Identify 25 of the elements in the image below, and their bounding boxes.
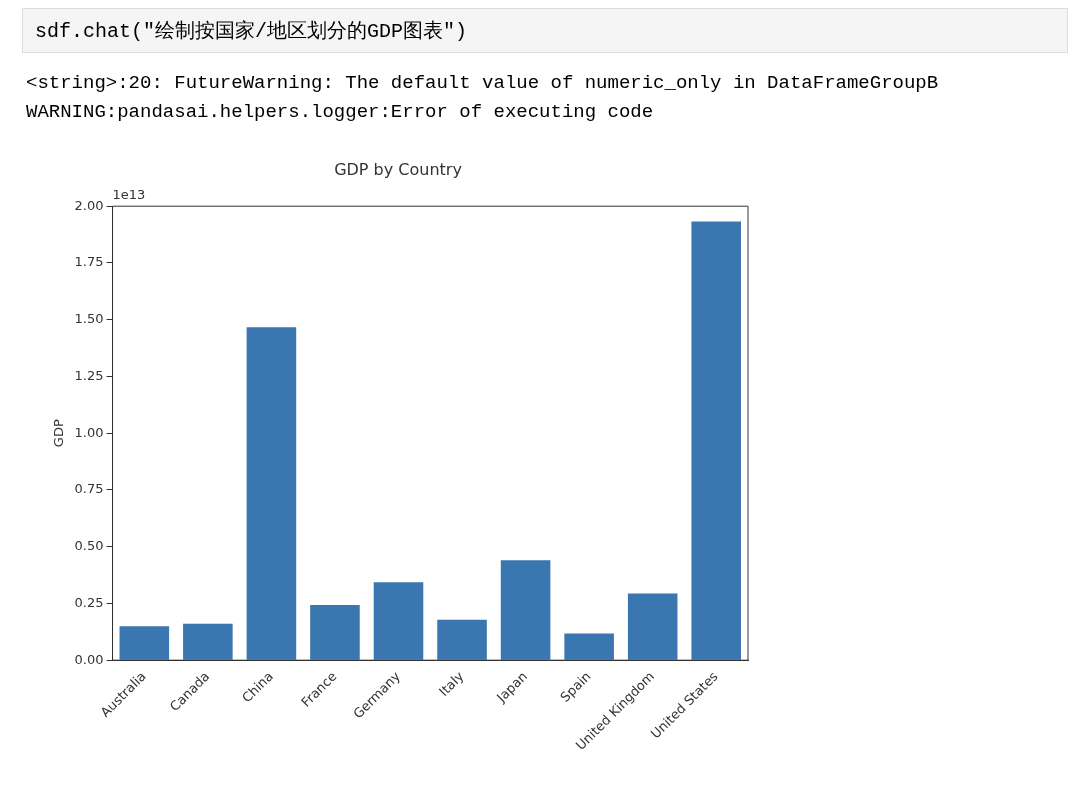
bar — [310, 605, 360, 660]
text: <string>:20: FutureWarning: The default value of numeric_only in DataFrameGroupB — [26, 71, 940, 96]
chart-title: GDP by Country — [334, 159, 462, 179]
y-tick-label: 1.25 — [74, 367, 104, 383]
bar — [246, 327, 297, 660]
text: sdf.chat("绘制按国家/地区划分的GDP图表") — [35, 20, 468, 43]
y-tick-label: 2.00 — [74, 197, 104, 213]
bar — [119, 626, 170, 660]
y-tick-label: 0.25 — [74, 594, 104, 610]
bar — [373, 582, 424, 660]
y-tick-label: 0.00 — [74, 651, 104, 667]
text: 1e13 — [112, 187, 146, 203]
y-tick-label: 0.75 — [74, 481, 104, 497]
bar — [437, 619, 487, 660]
y-tick-label: 1.50 — [74, 311, 104, 327]
bar — [500, 560, 551, 660]
y-axis-title: GDP — [51, 419, 67, 448]
y-tick-label: 1.00 — [74, 424, 104, 440]
bar — [183, 623, 233, 660]
bar — [691, 221, 742, 660]
y-tick-label: 1.75 — [74, 254, 104, 270]
bar — [564, 633, 614, 660]
y-tick-label: 0.50 — [74, 538, 104, 554]
text: WARNING:pandasai.helpers.logger:Error of executing code — [26, 100, 655, 125]
bar — [627, 593, 678, 660]
